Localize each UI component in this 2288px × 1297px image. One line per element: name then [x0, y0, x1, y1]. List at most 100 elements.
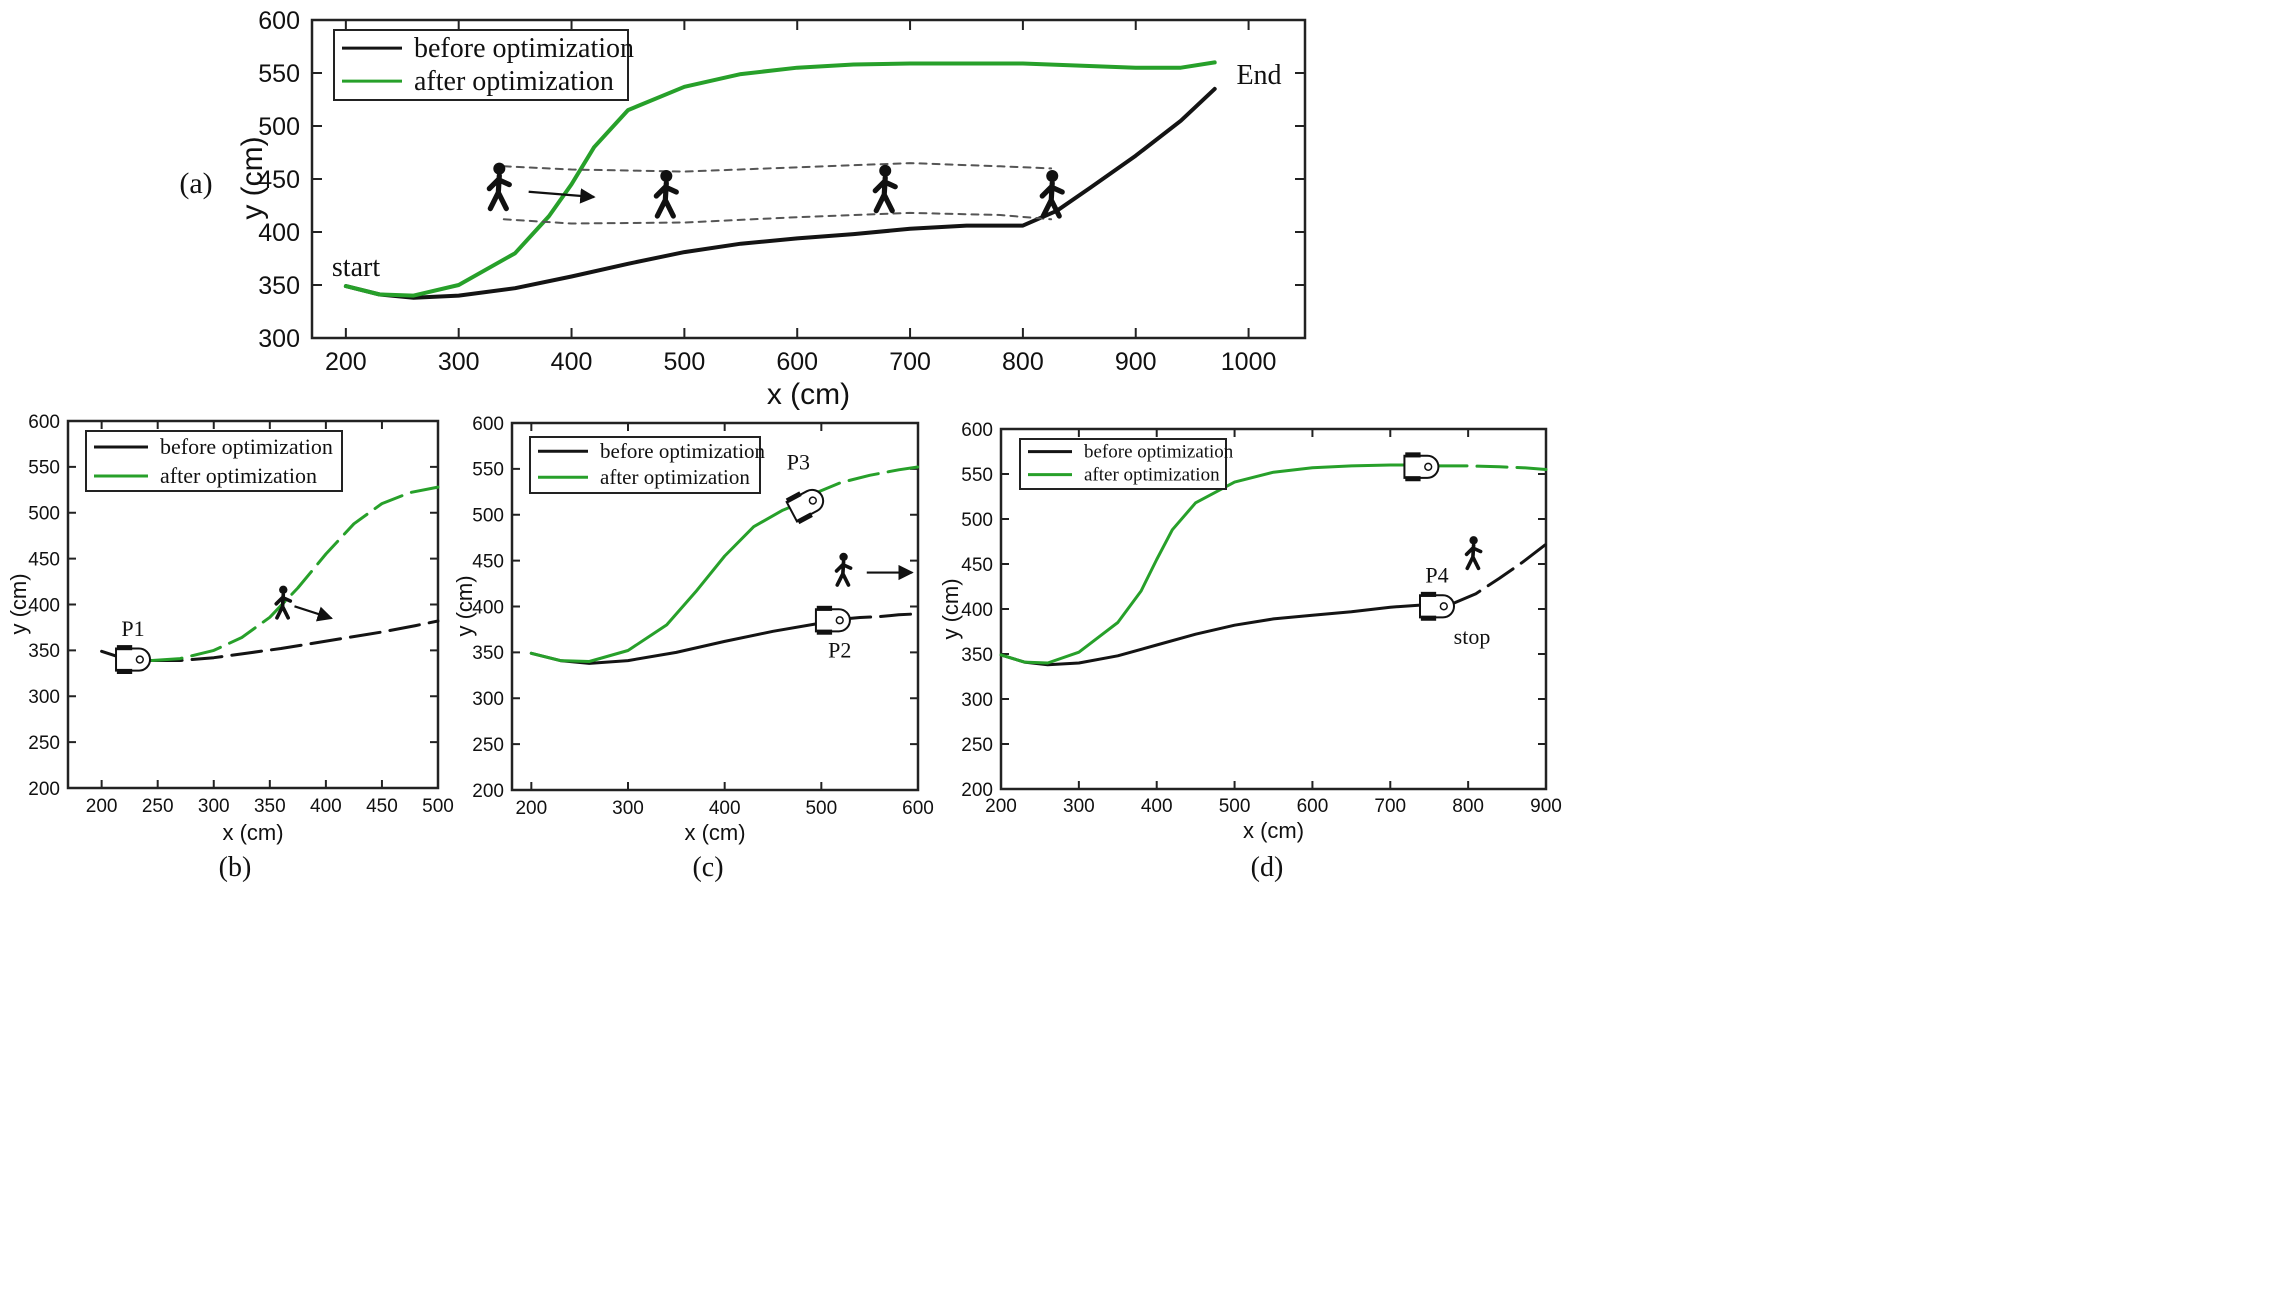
y-axis-label: y (cm)	[236, 136, 269, 219]
y-axis-label: y (cm)	[938, 578, 963, 639]
series-line-corridor-upper	[502, 162, 1053, 173]
x-tick-label: 600	[776, 348, 818, 376]
y-tick-label: 350	[472, 643, 504, 664]
y-tick-label: 250	[472, 735, 504, 756]
series-line-corridor-lower	[502, 211, 1053, 225]
stop-label: stop	[1454, 624, 1491, 649]
robot-label-p3: P3	[787, 450, 810, 475]
y-tick-label: 300	[258, 325, 300, 353]
x-tick-label: 300	[438, 348, 480, 376]
panel-label: (b)	[219, 852, 252, 883]
x-tick-label: 400	[1141, 796, 1173, 817]
x-tick-label: 250	[142, 796, 174, 817]
x-tick-label: 900	[1530, 796, 1562, 817]
x-tick-label: 600	[1297, 796, 1329, 817]
pedestrian-icon	[872, 164, 898, 214]
y-tick-label: 400	[28, 595, 60, 616]
legend-box	[529, 436, 761, 494]
y-axis-label: y (cm)	[6, 573, 31, 634]
x-tick-label: 700	[1374, 796, 1406, 817]
legend-label: before optimization	[600, 439, 766, 463]
robot-label-p4: P4	[1425, 563, 1448, 588]
series-line-after-optimization-solid	[999, 463, 1416, 665]
x-tick-label: 300	[198, 796, 230, 817]
robot-icon	[785, 488, 825, 525]
x-axis-label: x (cm)	[767, 378, 850, 411]
pedestrian-icon	[274, 585, 293, 620]
series-line-before-optimization	[343, 86, 1217, 300]
legend-label: before optimization	[1084, 442, 1234, 463]
x-tick-label: 600	[902, 798, 934, 819]
x-tick-label: 200	[985, 796, 1017, 817]
y-tick-label: 250	[961, 735, 993, 756]
y-tick-label: 400	[472, 597, 504, 618]
x-tick-label: 1000	[1221, 348, 1277, 376]
legend-label: after optimization	[600, 465, 750, 489]
series-line-after-optimization-planned	[1435, 464, 1548, 471]
y-tick-label: 350	[961, 645, 993, 666]
x-tick-label: 400	[551, 348, 593, 376]
y-tick-label: 550	[472, 460, 504, 481]
y-tick-label: 550	[961, 465, 993, 486]
series-line-before-optimization-solid	[529, 619, 843, 665]
y-tick-label: 600	[472, 414, 504, 435]
panel-label: (c)	[692, 852, 723, 883]
x-tick-label: 800	[1452, 796, 1484, 817]
x-tick-label: 400	[310, 796, 342, 817]
x-axis-label: x (cm)	[684, 820, 745, 845]
x-tick-label: 500	[664, 348, 706, 376]
x-tick-label: 300	[1063, 796, 1095, 817]
y-tick-label: 400	[258, 219, 300, 247]
legend-box	[1019, 438, 1227, 490]
y-tick-label: 600	[258, 7, 300, 35]
legend-box	[333, 29, 629, 101]
x-axis-label: x (cm)	[1243, 818, 1304, 843]
legend-label: after optimization	[1084, 465, 1220, 486]
y-tick-label: 300	[28, 687, 60, 708]
panel-a: 200 300 400 500 600 700 800 900 1000 300 350 400 450…	[179, 7, 1307, 411]
robot-icon	[814, 605, 851, 635]
panel-b: 200 250 300 350 400 450 500 200 250 300 350 400 450 5…	[6, 412, 454, 883]
chart-layer: 200 300 400 500 600 700 800 900 1000 300 350 400 450…	[6, 7, 1562, 883]
series-line-before-optimization-planned	[150, 619, 440, 662]
y-axis-label: y (cm)	[452, 575, 477, 636]
x-tick-label: 800	[1002, 348, 1044, 376]
panel-d: 200 300 400 500 600 700 800 900 200 250 300 350 400 4…	[938, 420, 1562, 883]
x-tick-label: 200	[86, 796, 118, 817]
y-tick-label: 450	[258, 166, 300, 194]
robot-icon	[115, 645, 151, 674]
robot-label-p2: P2	[828, 638, 851, 663]
x-tick-label: 500	[422, 796, 454, 817]
panel-label: (a)	[179, 167, 212, 200]
y-tick-label: 400	[961, 600, 993, 621]
pedestrian-icon	[1464, 536, 1483, 571]
y-tick-label: 450	[28, 549, 60, 570]
series-line-before-optimization-planned	[839, 612, 920, 621]
y-tick-label: 300	[961, 690, 993, 711]
x-tick-label: 900	[1115, 348, 1157, 376]
motion-arrow	[528, 188, 596, 204]
y-tick-label: 250	[28, 733, 60, 754]
x-tick-label: 200	[515, 798, 547, 819]
x-tick-label: 400	[709, 798, 741, 819]
series-line-after-optimization	[343, 60, 1217, 298]
y-tick-label: 350	[28, 641, 60, 662]
panel-c: 200 300 400 500 600 200 250 300 350 400 450 500 550 6…	[452, 414, 934, 883]
y-tick-label: 350	[258, 272, 300, 300]
y-tick-label: 500	[961, 510, 993, 531]
legend-label: before optimization	[414, 33, 634, 64]
x-tick-label: 700	[889, 348, 931, 376]
x-tick-label: 450	[366, 796, 398, 817]
y-tick-label: 300	[472, 689, 504, 710]
x-tick-label: 500	[1219, 796, 1251, 817]
y-tick-label: 200	[472, 781, 504, 802]
y-tick-label: 600	[28, 412, 60, 433]
series-line-after-optimization-planned	[150, 485, 440, 662]
y-tick-label: 200	[961, 780, 993, 801]
pedestrian-icon	[486, 162, 512, 212]
end-label: End	[1236, 60, 1281, 91]
series-line-before-optimization-planned	[1451, 542, 1548, 606]
